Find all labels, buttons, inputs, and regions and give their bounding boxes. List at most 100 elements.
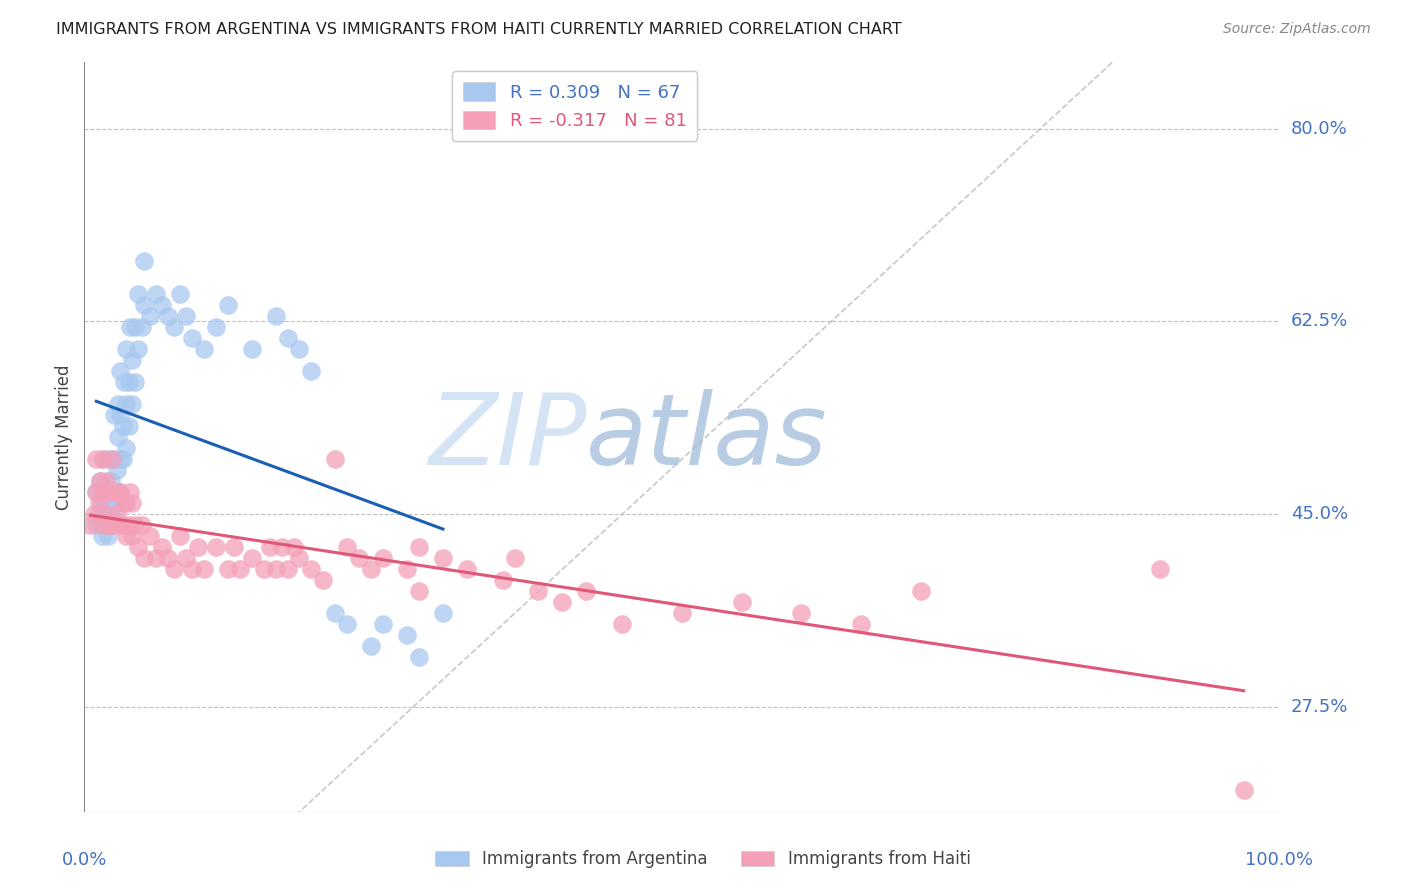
Point bbox=[110, 485, 132, 500]
Point bbox=[110, 408, 132, 422]
Point bbox=[790, 607, 813, 621]
Point bbox=[111, 518, 134, 533]
Point bbox=[107, 397, 129, 411]
Point bbox=[121, 529, 143, 543]
Point bbox=[87, 507, 110, 521]
Point bbox=[117, 419, 139, 434]
Legend: R = 0.309   N = 67, R = -0.317   N = 81: R = 0.309 N = 67, R = -0.317 N = 81 bbox=[451, 71, 697, 141]
Point bbox=[132, 298, 156, 312]
Point bbox=[97, 452, 120, 467]
Point bbox=[83, 507, 105, 521]
Point bbox=[205, 541, 228, 555]
Point bbox=[94, 485, 117, 500]
Point bbox=[118, 485, 141, 500]
Point bbox=[408, 541, 430, 555]
Point bbox=[103, 518, 125, 533]
Point bbox=[259, 541, 281, 555]
Point bbox=[551, 595, 574, 609]
Text: Source: ZipAtlas.com: Source: ZipAtlas.com bbox=[1223, 22, 1371, 37]
Point bbox=[1149, 562, 1171, 576]
Point bbox=[277, 331, 299, 345]
Point bbox=[91, 485, 114, 500]
Text: 27.5%: 27.5% bbox=[1291, 698, 1348, 716]
Point bbox=[193, 342, 215, 356]
Point bbox=[325, 607, 347, 621]
Point bbox=[503, 551, 526, 566]
Point bbox=[145, 551, 167, 566]
Legend: Immigrants from Argentina, Immigrants from Haiti: Immigrants from Argentina, Immigrants fr… bbox=[429, 844, 977, 875]
Point bbox=[150, 298, 173, 312]
Point bbox=[174, 551, 197, 566]
Point bbox=[127, 541, 149, 555]
Text: 0.0%: 0.0% bbox=[62, 851, 107, 869]
Point bbox=[157, 309, 180, 323]
Point bbox=[100, 474, 122, 488]
Point bbox=[103, 452, 125, 467]
Point bbox=[671, 607, 693, 621]
Point bbox=[288, 551, 311, 566]
Point bbox=[100, 518, 122, 533]
Y-axis label: Currently Married: Currently Married bbox=[55, 364, 73, 510]
Point bbox=[283, 541, 305, 555]
Point bbox=[91, 518, 114, 533]
Point bbox=[101, 518, 124, 533]
Point bbox=[117, 375, 139, 389]
Point bbox=[112, 496, 135, 510]
Point bbox=[131, 518, 153, 533]
Point bbox=[127, 286, 149, 301]
Point bbox=[288, 342, 311, 356]
Point bbox=[325, 452, 347, 467]
Point bbox=[107, 485, 129, 500]
Point bbox=[93, 452, 115, 467]
Point bbox=[94, 474, 117, 488]
Point bbox=[97, 496, 120, 510]
Point bbox=[456, 562, 478, 576]
Text: 62.5%: 62.5% bbox=[1291, 312, 1348, 330]
Point bbox=[105, 463, 128, 477]
Point bbox=[93, 452, 115, 467]
Point bbox=[253, 562, 276, 576]
Point bbox=[229, 562, 252, 576]
Point bbox=[174, 309, 197, 323]
Point bbox=[301, 364, 323, 378]
Point bbox=[181, 562, 204, 576]
Point bbox=[373, 551, 395, 566]
Point bbox=[851, 617, 873, 632]
Point bbox=[110, 518, 132, 533]
Point bbox=[181, 331, 204, 345]
Point bbox=[373, 617, 395, 632]
Point bbox=[150, 541, 173, 555]
Point bbox=[145, 286, 167, 301]
Point bbox=[396, 628, 419, 642]
Point bbox=[432, 607, 454, 621]
Point bbox=[94, 518, 117, 533]
Point bbox=[97, 485, 120, 500]
Point bbox=[124, 319, 146, 334]
Point bbox=[301, 562, 323, 576]
Point bbox=[163, 319, 186, 334]
Point bbox=[110, 452, 132, 467]
Point bbox=[105, 496, 128, 510]
Point bbox=[240, 342, 263, 356]
Point bbox=[163, 562, 186, 576]
Point bbox=[731, 595, 754, 609]
Point bbox=[115, 441, 138, 455]
Point bbox=[277, 562, 299, 576]
Point bbox=[100, 485, 122, 500]
Point bbox=[124, 375, 146, 389]
Text: 80.0%: 80.0% bbox=[1291, 120, 1347, 137]
Point bbox=[124, 518, 146, 533]
Point bbox=[103, 485, 125, 500]
Point bbox=[408, 584, 430, 599]
Point bbox=[132, 551, 156, 566]
Point bbox=[575, 584, 598, 599]
Point bbox=[396, 562, 419, 576]
Point bbox=[360, 562, 382, 576]
Point bbox=[103, 485, 125, 500]
Point bbox=[101, 452, 124, 467]
Point bbox=[121, 397, 143, 411]
Point bbox=[87, 496, 110, 510]
Point bbox=[118, 319, 141, 334]
Point bbox=[157, 551, 180, 566]
Point bbox=[97, 529, 120, 543]
